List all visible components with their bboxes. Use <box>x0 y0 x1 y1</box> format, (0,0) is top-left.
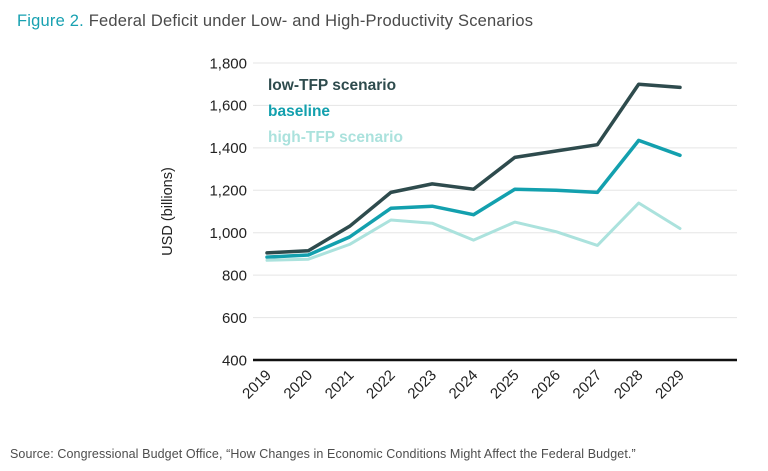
x-tick-label: 2028 <box>611 367 647 403</box>
x-tick-label: 2020 <box>281 367 317 403</box>
series-line-baseline <box>265 138 682 259</box>
x-tick-label: 2023 <box>404 367 440 403</box>
series-line-high-tfp-scenario <box>265 201 682 262</box>
x-tick-label: 2027 <box>570 367 606 403</box>
page-title: Figure 2. Federal Deficit under Low- and… <box>0 0 768 45</box>
y-tick-label: 600 <box>222 310 247 327</box>
y-tick-label: 1,800 <box>209 55 247 72</box>
x-tick-label: 2029 <box>652 367 688 403</box>
y-tick-label: 800 <box>222 267 247 284</box>
gridlines <box>253 62 737 319</box>
y-tick-label: 1,600 <box>209 98 247 115</box>
y-tick-label: 1,400 <box>209 140 247 157</box>
y-tick-label: 1,000 <box>209 225 247 242</box>
x-tick-label: 2024 <box>446 367 482 403</box>
x-tick-label: 2026 <box>528 367 564 403</box>
source-note: Source: Congressional Budget Office, “Ho… <box>10 447 636 461</box>
x-tick-label: 2022 <box>363 367 399 403</box>
x-axis-tick-labels: 2019 2020 2021 2022 2023 2024 2025 2026 2027 2028… <box>239 367 688 403</box>
chart-area: 400 600 800 1,000 1,200 1,400 1,600 1,800 2019 20… <box>0 45 768 420</box>
series-line-low-tfp-scenario <box>265 82 682 255</box>
x-tick-label: 2019 <box>239 367 275 403</box>
y-axis-tick-labels: 400 600 800 1,000 1,200 1,400 1,600 1,800 <box>209 55 247 369</box>
x-tick-label: 2025 <box>487 367 523 403</box>
y-axis-title: USD (billions) <box>160 167 176 256</box>
figure-number: Figure 2. <box>17 12 84 30</box>
y-tick-label: 1,200 <box>209 183 247 200</box>
y-tick-label: 400 <box>222 352 247 369</box>
figure-title-text: Federal Deficit under Low- and High-Prod… <box>83 12 534 30</box>
x-tick-label: 2021 <box>322 367 358 403</box>
